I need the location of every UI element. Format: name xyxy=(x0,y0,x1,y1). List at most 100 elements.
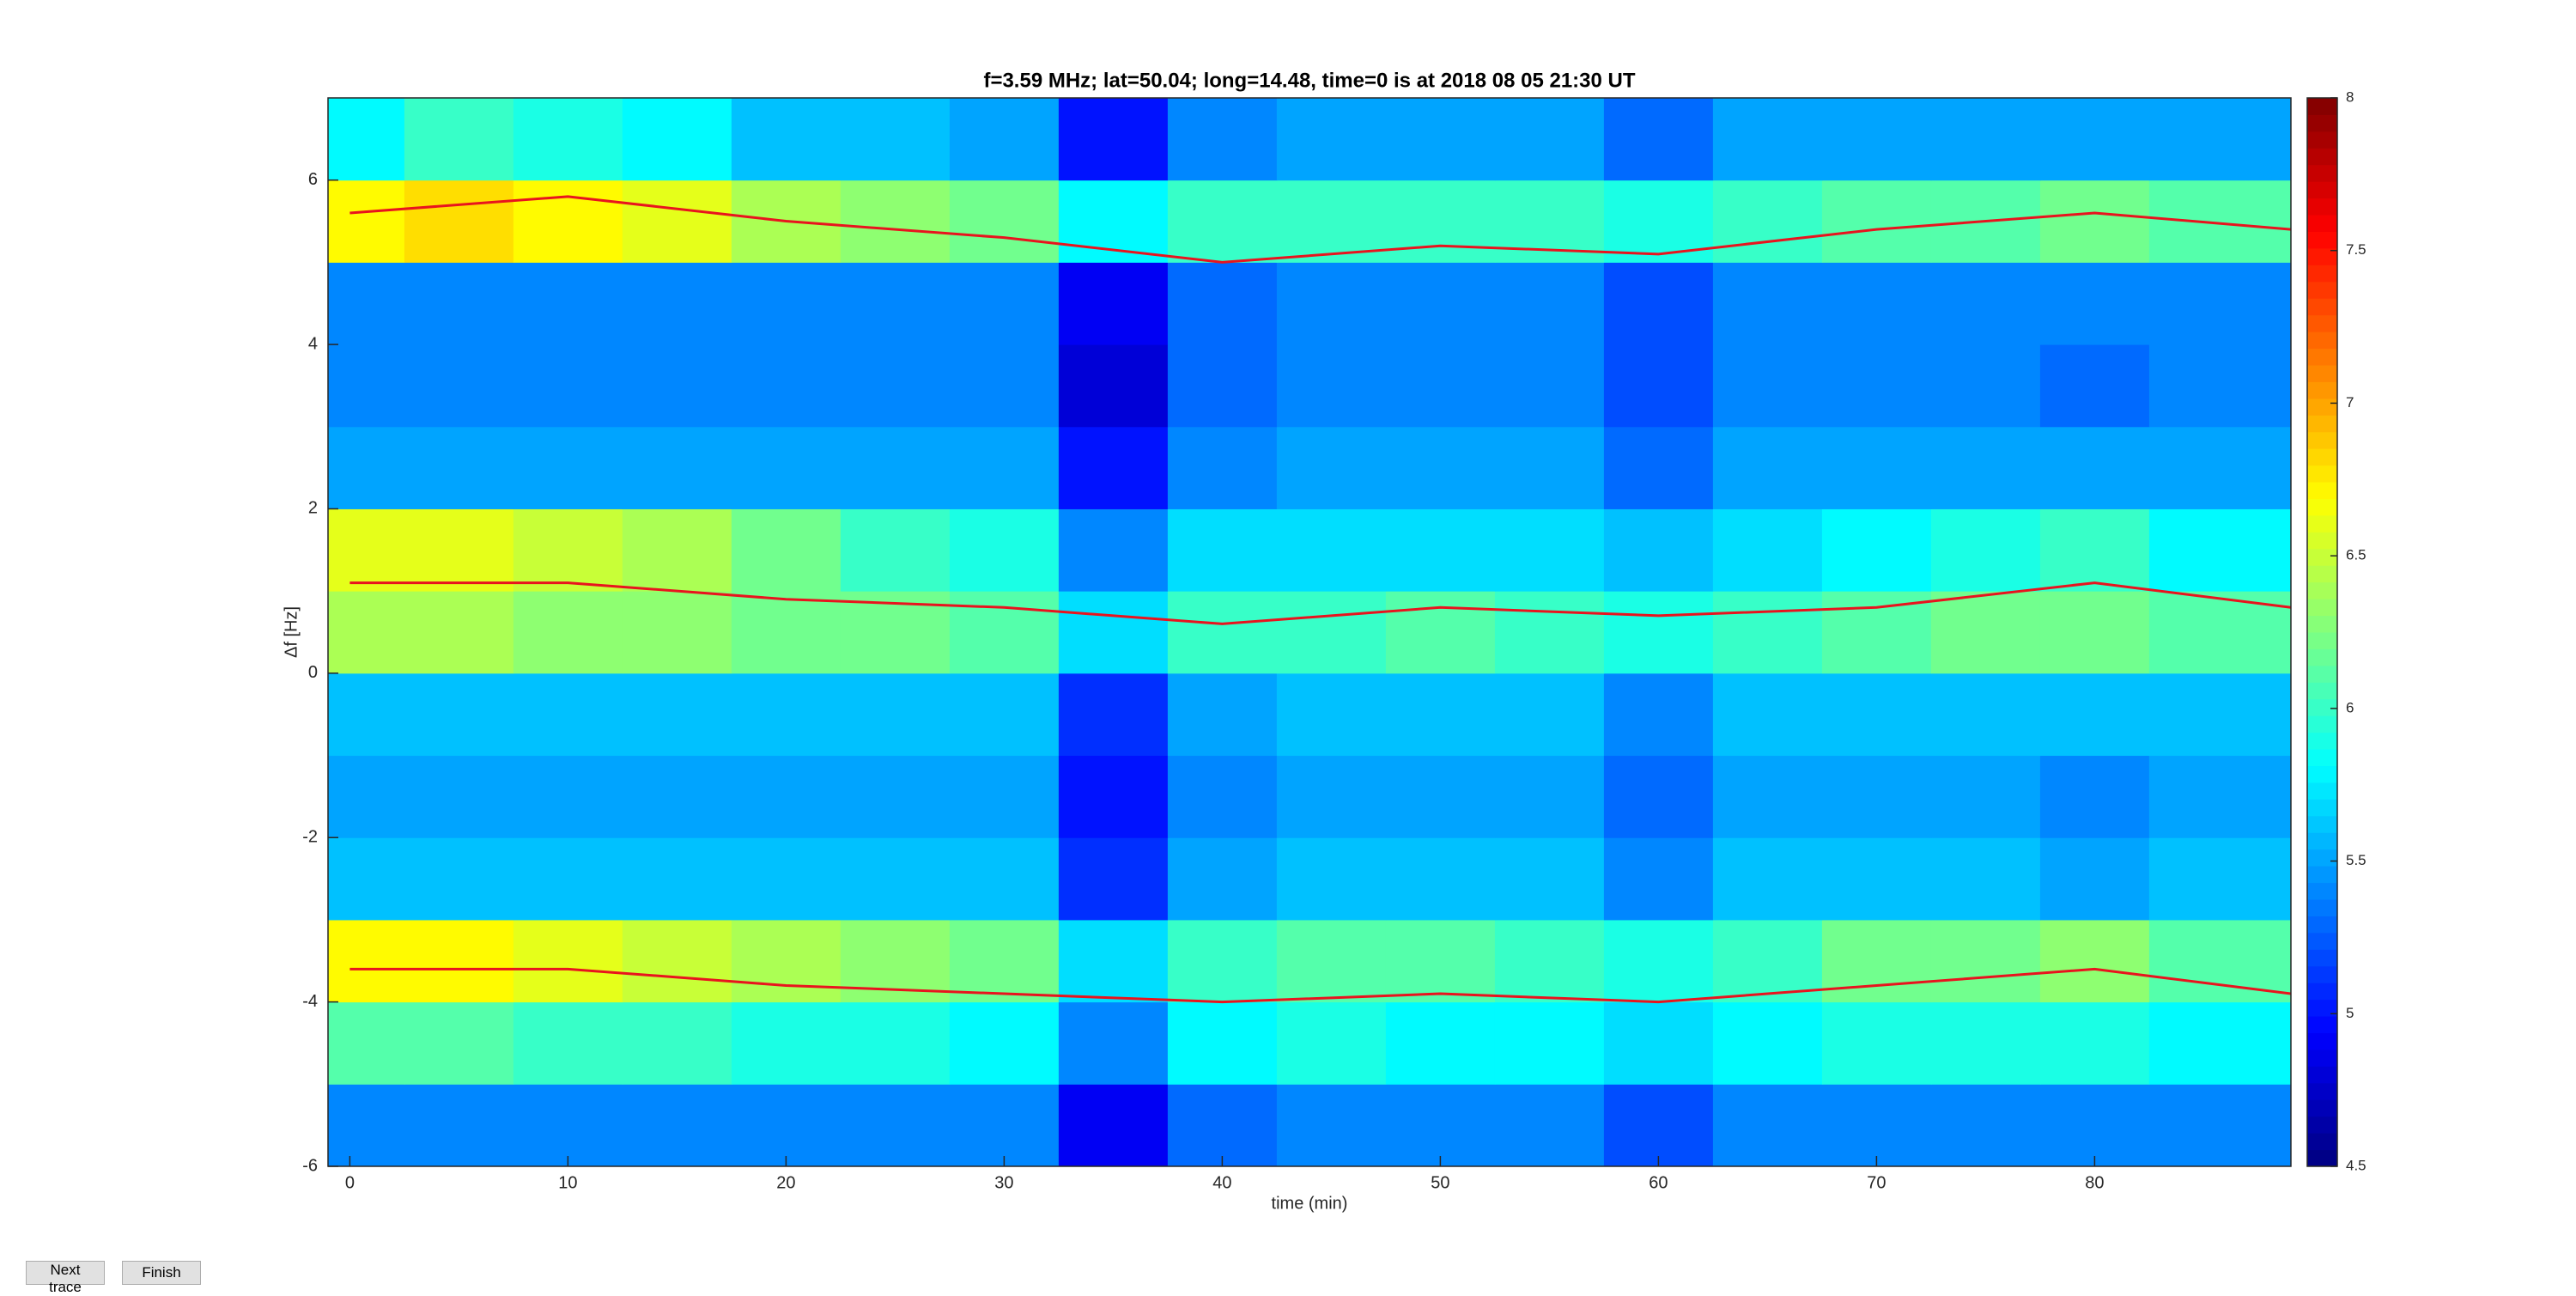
heatmap-cell xyxy=(1058,672,1169,757)
colorbar-step xyxy=(2307,815,2337,833)
heatmap-cell xyxy=(2148,1001,2291,1085)
heatmap-cell xyxy=(840,755,951,838)
heatmap-cell xyxy=(1276,179,1387,263)
colorbar-step xyxy=(2307,231,2337,249)
heatmap-cell xyxy=(949,426,1060,509)
heatmap-cell xyxy=(731,344,841,428)
heatmap-cell xyxy=(1603,426,1714,509)
colorbar-step xyxy=(2307,1049,2337,1067)
heatmap-cell xyxy=(2039,98,2150,181)
heatmap-cell xyxy=(2148,344,2291,428)
heatmap-cell xyxy=(2148,508,2291,592)
heatmap-cell xyxy=(328,179,405,263)
heatmap-cell xyxy=(1058,1001,1169,1085)
heatmap-cell xyxy=(949,1001,1060,1085)
heatmap-cell xyxy=(1712,344,1823,428)
heatmap-cell xyxy=(2148,179,2291,263)
heatmap-cell xyxy=(622,591,732,674)
heatmap-cell xyxy=(1712,426,1823,509)
colorbar-step xyxy=(2307,415,2337,433)
heatmap-cell xyxy=(731,837,841,921)
colorbar-step xyxy=(2307,732,2337,750)
heatmap-cell xyxy=(2148,591,2291,674)
x-tick-label: 30 xyxy=(994,1173,1013,1192)
heatmap-cell xyxy=(1603,262,1714,345)
colorbar xyxy=(2307,98,2337,1167)
colorbar-step xyxy=(2307,131,2337,149)
heatmap-cell xyxy=(1167,672,1278,757)
colorbar-step xyxy=(2307,983,2337,1001)
heatmap-cell xyxy=(513,1001,623,1085)
heatmap-cell xyxy=(1930,672,2041,757)
heatmap-cell xyxy=(328,344,405,428)
next-trace-button[interactable]: Next trace xyxy=(26,1261,105,1295)
colorbar-step xyxy=(2307,332,2337,350)
heatmap-cell xyxy=(2039,591,2150,674)
plot-frame xyxy=(327,97,2292,1167)
heatmap-cell xyxy=(1276,837,1387,921)
heatmap-cell xyxy=(513,919,623,1003)
colorbar-step xyxy=(2307,749,2337,766)
heatmap-cell xyxy=(513,98,623,181)
heatmap-cell xyxy=(1276,262,1387,345)
finish-button[interactable]: Finish xyxy=(122,1261,201,1285)
heatmap-cell xyxy=(1930,262,2041,345)
colorbar-step xyxy=(2307,1133,2337,1151)
heatmap-cell xyxy=(404,919,514,1003)
colorbar-step xyxy=(2307,482,2337,499)
heatmap-cell xyxy=(949,837,1060,921)
colorbar-step xyxy=(2307,1082,2337,1100)
x-tick-label: 60 xyxy=(1649,1173,1668,1192)
colorbar-step xyxy=(2307,965,2337,983)
heatmap-cell xyxy=(1385,919,1496,1003)
colorbar-step xyxy=(2307,632,2337,649)
heatmap-cell xyxy=(949,755,1060,838)
y-tick-label: -4 xyxy=(302,992,318,1011)
colorbar-tick-label: 6 xyxy=(2346,699,2354,715)
colorbar-step xyxy=(2307,1016,2337,1033)
colorbar-step xyxy=(2307,548,2337,566)
heatmap-cell xyxy=(731,1084,841,1166)
heatmap-cell xyxy=(622,1084,732,1166)
x-axis-label: time (min) xyxy=(1272,1194,1348,1213)
heatmap xyxy=(328,98,2291,1166)
colorbar-tick-label: 7.5 xyxy=(2346,241,2366,258)
heatmap-cell xyxy=(1276,755,1387,838)
colorbar-step xyxy=(2307,832,2337,850)
heatmap-cell xyxy=(1821,919,1932,1003)
colorbar-step xyxy=(2307,916,2337,934)
heatmap-cell xyxy=(1276,344,1387,428)
colorbar-step xyxy=(2307,949,2337,967)
heatmap-cell xyxy=(404,591,514,674)
heatmap-cell xyxy=(1603,672,1714,757)
heatmap-cell xyxy=(1603,591,1714,674)
heatmap-cell xyxy=(1603,508,1714,592)
trace-line xyxy=(349,195,2291,264)
heatmap-cell xyxy=(513,426,623,509)
heatmap-cell xyxy=(513,755,623,838)
y-tick-label: -6 xyxy=(302,1156,318,1175)
heatmap-cell xyxy=(1821,426,1932,509)
heatmap-cell xyxy=(1058,98,1169,181)
heatmap-cell xyxy=(1603,919,1714,1003)
heatmap-cell xyxy=(1712,672,1823,757)
colorbar-tick-label: 6.5 xyxy=(2346,547,2366,563)
colorbar-step xyxy=(2307,648,2337,666)
heatmap-cell xyxy=(1821,1001,1932,1085)
heatmap-cell xyxy=(2039,837,2150,921)
heatmap-cell xyxy=(1385,344,1496,428)
heatmap-cell xyxy=(1494,344,1605,428)
heatmap-cell xyxy=(949,672,1060,757)
heatmap-cell xyxy=(2039,344,2150,428)
heatmap-cell xyxy=(1276,508,1387,592)
x-tick-label: 0 xyxy=(345,1173,355,1192)
heatmap-cell xyxy=(840,344,951,428)
heatmap-cell xyxy=(1930,426,2041,509)
heatmap-cell xyxy=(840,672,951,757)
heatmap-cell xyxy=(513,179,623,263)
heatmap-cell xyxy=(622,179,732,263)
heatmap-cell xyxy=(1821,262,1932,345)
colorbar-step xyxy=(2307,682,2337,700)
heatmap-cell xyxy=(1385,508,1496,592)
heatmap-cell xyxy=(1821,179,1932,263)
